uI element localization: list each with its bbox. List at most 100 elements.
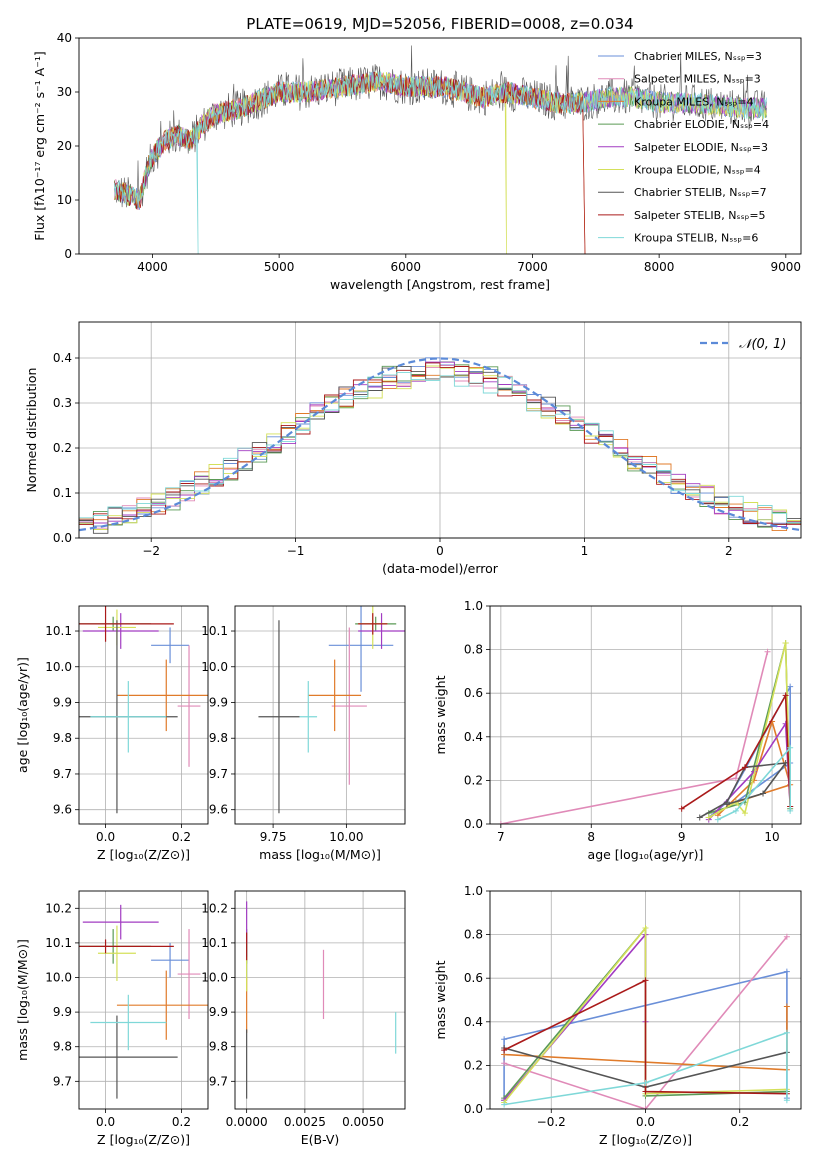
x-tick-label: 0.0 <box>96 1115 115 1129</box>
y-tick-label: 9.6 <box>53 803 72 817</box>
weight-marker <box>642 1079 649 1086</box>
weight-series-8 <box>717 745 792 821</box>
y-tick-label: 20 <box>57 139 72 153</box>
weight-marker <box>501 1060 508 1067</box>
x-tick-label: −1 <box>287 544 305 558</box>
y-axis-label: mass weight <box>433 675 448 754</box>
y-tick-label: 9.8 <box>209 1040 228 1054</box>
weight-marker <box>764 648 771 655</box>
y-tick-label: 0.4 <box>464 1015 483 1029</box>
x-tick-label: 7 <box>497 830 505 844</box>
legend-entry: Chabrier ELODIE, Nₛₛₚ=4 <box>634 118 769 131</box>
y-tick-label: 10.1 <box>45 624 72 638</box>
x-tick-label: 0.0000 <box>226 1115 268 1129</box>
y-tick-label: 10.0 <box>201 971 228 985</box>
x-tick-label: 0.2 <box>730 1115 749 1129</box>
y-tick-label: 0.1 <box>53 486 72 500</box>
x-axis-label: E(B-V) <box>301 1132 340 1147</box>
y-tick-label: 10.0 <box>45 971 72 985</box>
y-tick-label: 0.0 <box>464 817 483 831</box>
x-tick-label: 5000 <box>264 260 295 274</box>
weight-marker <box>787 744 794 751</box>
axes-frame <box>234 890 406 1110</box>
axes-frame <box>78 605 209 825</box>
y-tick-label: 9.7 <box>209 767 228 781</box>
histogram-bars <box>79 357 801 534</box>
weight-series-8 <box>503 1031 788 1106</box>
x-tick-label: 8000 <box>644 260 675 274</box>
y-tick-label: 0.6 <box>464 971 483 985</box>
mass-weight-vs-age-series <box>497 640 794 824</box>
x-tick-label: 9.75 <box>260 830 287 844</box>
weight-marker <box>760 790 767 797</box>
y-tick-label: 0.6 <box>464 686 483 700</box>
legend-entry: Salpeter ELODIE, Nₛₛₚ=3 <box>634 141 768 154</box>
x-tick-label: −0.2 <box>537 1115 566 1129</box>
age-vs-Z-axes: 0.0 0.2 9.6 9.7 9.8 9.9 10.0 10.1 Z [log₁₀(Z/Z⊙)… <box>15 605 209 862</box>
weight-marker <box>642 1106 649 1109</box>
weight-marker <box>783 1097 790 1104</box>
y-tick-label: 9.9 <box>53 695 72 709</box>
mass-weight-vs-Z-axes: −0.2 0.0 0.2 0.0 0.2 0.4 0.6 0.8 1.0 Z [log₁₀(Z/Z… <box>433 884 802 1147</box>
spectrum-series-8 <box>114 71 767 254</box>
legend-entry: Kroupa MILES, Nₛₛₚ=4 <box>634 95 754 108</box>
weight-marker <box>642 977 649 984</box>
x-axis-label: wavelength [Angstrom, rest frame] <box>330 277 550 292</box>
weight-marker <box>783 968 790 975</box>
y-tick-label: 0.2 <box>464 1058 483 1072</box>
weight-marker <box>741 764 748 771</box>
axes-frame <box>489 890 802 1110</box>
y-tick-label: 10.1 <box>45 936 72 950</box>
y-tick-label: 0.4 <box>53 351 72 365</box>
weight-marker <box>678 805 685 812</box>
y-tick-label: 1.0 <box>464 884 483 898</box>
legend-entry: Salpeter MILES, Nₛₛₚ=3 <box>634 73 761 86</box>
y-tick-label: 10.0 <box>45 660 72 674</box>
mass-weight-vs-Z-series <box>501 925 790 1109</box>
axes-frame <box>234 605 406 825</box>
y-tick-label: 30 <box>57 85 72 99</box>
spectrum-legend: Chabrier MILES, Nₛₛₚ=3 Salpeter MILES, Nₛ… <box>598 50 769 245</box>
spectrum-axes: 4000 5000 6000 7000 8000 9000 0 10 20 30 40 PLATE=0… <box>32 15 802 292</box>
x-tick-label: 0.0 <box>96 830 115 844</box>
weight-marker <box>787 807 794 814</box>
y-tick-label: 0.3 <box>53 396 72 410</box>
weight-marker <box>723 801 730 808</box>
weight-marker <box>642 1088 649 1095</box>
y-tick-label: 0.8 <box>464 643 483 657</box>
x-axis-label: (data-model)/error <box>382 561 499 576</box>
weight-marker <box>732 775 739 782</box>
y-tick-label: 9.6 <box>209 803 228 817</box>
y-tick-label: 10.0 <box>201 660 228 674</box>
y-axis-label: age [log₁₀(age/yr)] <box>15 657 30 773</box>
weight-marker <box>501 1036 508 1043</box>
y-tick-label: 40 <box>57 31 72 45</box>
age-vs-mass-points <box>258 606 405 814</box>
x-tick-label: 0 <box>436 544 444 558</box>
weight-marker <box>696 814 703 821</box>
weight-marker <box>741 810 748 817</box>
x-tick-label: 2 <box>725 544 733 558</box>
x-axis-label: Z [log₁₀(Z/Z⊙)] <box>599 1132 692 1147</box>
weight-marker <box>705 814 712 821</box>
age-vs-mass-axes: 9.75 10.00 9.6 9.7 9.8 9.9 10.0 10.1 mass [log₁₀… <box>201 605 406 862</box>
x-tick-label: 0.0050 <box>342 1115 384 1129</box>
weight-marker <box>501 1047 508 1054</box>
weight-marker <box>783 933 790 940</box>
y-tick-label: 0.4 <box>464 730 483 744</box>
weight-marker <box>783 1029 790 1036</box>
y-axis-label: Flux [fλ10⁻¹⁷ erg cm⁻² s⁻¹ A⁻¹] <box>32 51 47 240</box>
y-tick-label: 0.2 <box>53 441 72 455</box>
weight-series-7 <box>503 979 787 1095</box>
spectrum-series-7 <box>114 71 586 254</box>
y-tick-label: 9.9 <box>209 695 228 709</box>
weight-marker <box>787 683 794 690</box>
weight-marker <box>782 640 789 647</box>
x-tick-label: 10.00 <box>329 830 363 844</box>
normal-curve <box>79 357 801 532</box>
age-vs-Z-points <box>79 606 208 814</box>
legend-entry: Kroupa ELODIE, Nₛₛₚ=4 <box>634 164 761 177</box>
weight-marker <box>501 1101 508 1108</box>
x-tick-label: 0.0 <box>636 1115 655 1129</box>
